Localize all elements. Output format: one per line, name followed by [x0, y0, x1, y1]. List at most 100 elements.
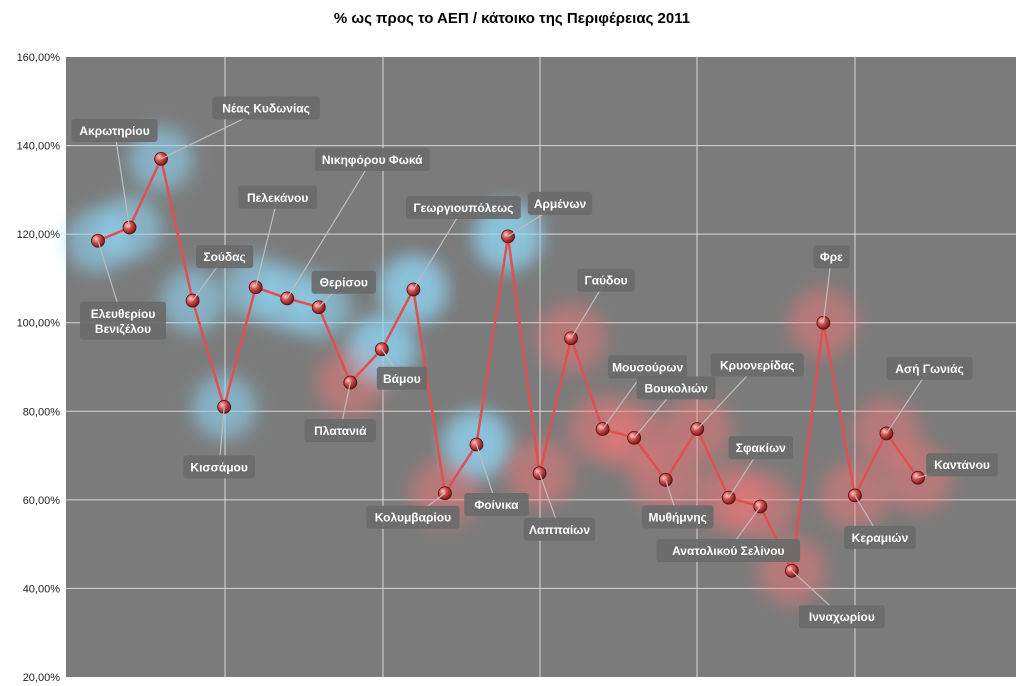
label-box [238, 185, 318, 209]
label-box [527, 191, 593, 215]
y-tick-label: 100,00% [17, 318, 61, 330]
label-text: Πελεκάνου [247, 191, 308, 205]
label-text: Βάμου [383, 372, 421, 386]
y-axis: 20,00% 40,00% 60,00% 80,00% 100,00% 120,00% 14… [17, 52, 61, 684]
label-box [314, 147, 430, 171]
data-label: Σούδας [192, 245, 254, 301]
label-text: Ανατολικού Σελίνου [672, 544, 784, 558]
data-label: Φοίνικα [464, 444, 529, 516]
data-label: Πλατανιά [304, 382, 377, 442]
label-leader [113, 130, 131, 228]
data-label: Βάμου [376, 348, 427, 390]
data-label: Φρε [813, 245, 850, 323]
y-tick-label: 160,00% [17, 52, 61, 64]
label-box [183, 455, 255, 479]
label-text: Σφακίων [736, 441, 786, 455]
label-text: Μουσούρων [612, 361, 683, 375]
label-box [376, 366, 427, 390]
data-label: Γαύδου [570, 268, 635, 339]
label-text: Ελευθερίου [91, 307, 156, 321]
label-box [577, 268, 635, 292]
label-box [212, 96, 320, 120]
label-box [813, 245, 850, 269]
y-tick-label: 80,00% [23, 406, 61, 418]
label-text: Φρε [820, 250, 843, 264]
data-label: Αρμένων [507, 191, 593, 237]
label-text: Κρυονερίδας [720, 359, 794, 373]
data-label: Κρυονερίδας [696, 353, 804, 430]
label-box [641, 505, 714, 529]
label-box [304, 419, 377, 442]
data-label: Ασή Γωνιάς [885, 356, 973, 434]
data-label: Κισσάμου [183, 406, 255, 479]
label-text: Βενιζέλου [95, 322, 151, 336]
data-label: Νέας Κυδωνίας [160, 96, 320, 160]
label-box [405, 196, 521, 219]
label-box [844, 525, 916, 549]
label-box [71, 119, 158, 142]
label-box [926, 453, 998, 477]
data-label: Λαππαίων [523, 473, 596, 541]
label-text: Θερίσου [320, 276, 368, 290]
label-text: Βουκολιών [644, 381, 708, 395]
label-box [710, 353, 804, 377]
label-text: Λαππαίων [529, 523, 590, 537]
label-text: Νικηφόρου Φωκά [322, 153, 423, 167]
y-tick-label: 140,00% [17, 141, 61, 153]
label-box [636, 376, 716, 400]
label-text: Ινναχωρίου [809, 610, 875, 624]
label-box [196, 245, 254, 269]
label-leader [286, 159, 373, 299]
label-box [608, 355, 688, 379]
label-box [366, 505, 460, 529]
label-box [80, 301, 166, 340]
chart-title: % ως προς το ΑΕΠ / κάτοικο της Περιφέρει… [333, 10, 691, 27]
data-label: Νικηφόρου Φωκά [286, 147, 430, 299]
label-text: Ασή Γωνιάς [895, 362, 964, 376]
y-tick-label: 40,00% [23, 583, 61, 595]
label-text: Φοίνικα [474, 498, 519, 512]
label-box [798, 605, 885, 629]
label-box [311, 270, 376, 294]
label-text: Κολυμβαρίου [375, 511, 451, 525]
data-label: Μουσούρων [602, 355, 688, 430]
data-label: Καντάνου [917, 453, 998, 479]
label-leader [412, 207, 464, 290]
label-text: Νέας Κυδωνίας [222, 101, 310, 115]
label-text: Γαύδου [584, 274, 627, 288]
y-tick-label: 60,00% [23, 495, 61, 507]
label-box [464, 493, 529, 516]
label-text: Ακρωτηρίου [79, 124, 149, 138]
plot-area [66, 57, 1016, 677]
label-box [728, 436, 793, 460]
data-label: Γεωργιουπόλεως [405, 196, 521, 290]
data-label: Βουκολιών [633, 376, 716, 439]
y-tick-label: 20,00% [23, 672, 61, 684]
data-label: Ανατολικού Σελίνου [656, 506, 801, 562]
data-label: Πελεκάνου [238, 185, 318, 288]
data-label: Σφακίων [728, 436, 793, 498]
label-box [886, 356, 973, 380]
data-label: Κεραμιών [844, 495, 916, 549]
label-text: Σούδας [203, 250, 245, 264]
label-box [523, 517, 596, 541]
data-label: Θερίσου [311, 270, 376, 308]
label-text: Γεωργιουπόλεως [413, 201, 513, 215]
data-label: Μυθήμνης [641, 479, 714, 529]
data-label: Ακρωτηρίου [71, 119, 158, 228]
label-leader [255, 197, 279, 288]
data-label: Ινναχωρίου [791, 570, 885, 629]
y-tick-label: 120,00% [17, 229, 61, 241]
data-label: Κολυμβαρίου [366, 492, 460, 529]
label-box [656, 539, 801, 562]
label-text: Κισσάμου [190, 460, 247, 474]
label-text: Καντάνου [934, 458, 990, 472]
label-text: Αρμένων [534, 197, 587, 211]
label-text: Μυθήμνης [648, 510, 706, 524]
label-text: Κεραμιών [852, 531, 909, 545]
label-text: Πλατανιά [314, 424, 367, 438]
